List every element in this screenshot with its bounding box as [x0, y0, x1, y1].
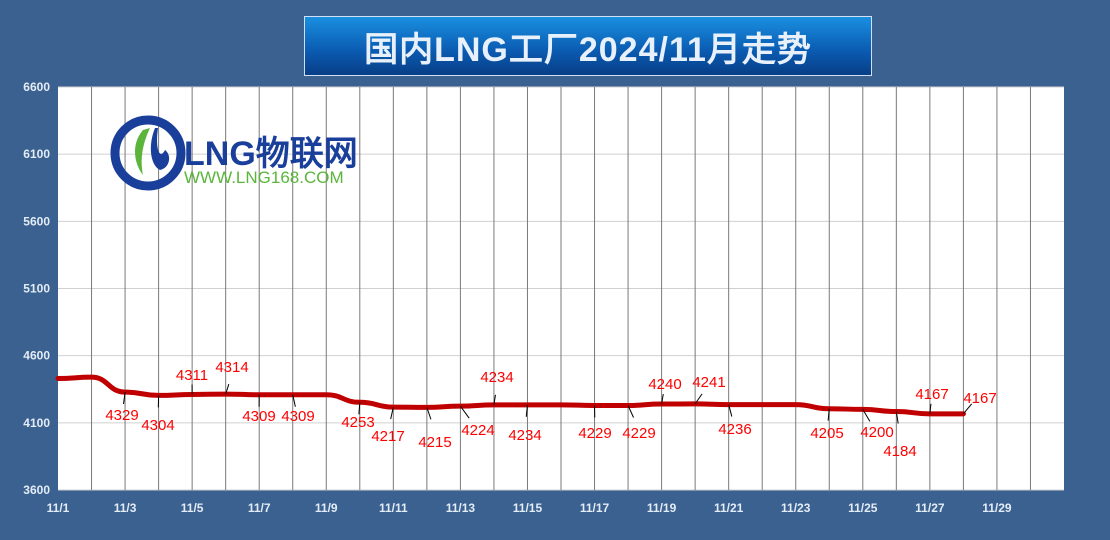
data-label-leader [525, 404, 528, 417]
y-tick-label: 4600 [23, 349, 50, 363]
data-label: 4229 [578, 425, 611, 442]
data-label-leader [827, 408, 830, 421]
data-label-leader [225, 383, 230, 395]
data-label: 4241 [692, 374, 725, 391]
data-label: 4309 [242, 408, 275, 425]
data-label: 4167 [963, 390, 996, 407]
data-point [761, 404, 763, 406]
data-label: 4217 [371, 428, 404, 445]
x-tick-label: 11/21 [714, 501, 744, 515]
logo-brand: LNG物联网 [184, 135, 358, 173]
y-tick-label: 3600 [23, 483, 50, 497]
data-label-leader [459, 405, 470, 419]
x-tick-label: 11/11 [379, 501, 408, 515]
data-label-leader [929, 403, 932, 414]
x-tick-label: 11/29 [982, 501, 1012, 515]
x-tick-label: 11/25 [848, 501, 878, 515]
data-point [57, 378, 59, 380]
data-label-leader [728, 404, 733, 417]
data-label-leader [390, 407, 394, 420]
data-label: 4234 [508, 427, 541, 444]
y-tick-label: 5100 [23, 282, 50, 296]
x-tick-label: 11/23 [781, 501, 811, 515]
data-label-leader [862, 409, 871, 422]
series-line [55, 374, 966, 417]
data-label-leader [292, 394, 296, 407]
data-label: 4215 [418, 434, 451, 451]
data-label: 4314 [215, 359, 248, 376]
logo-url: WWW.LNG168.COM [184, 168, 344, 187]
x-tick-label: 11/7 [248, 501, 271, 515]
data-label: 4236 [718, 421, 751, 438]
data-point [795, 404, 797, 406]
data-label-leader [358, 402, 361, 415]
data-label-leader [895, 411, 899, 424]
x-tick-label: 11/27 [915, 501, 945, 515]
x-tick-label: 11/13 [446, 501, 476, 515]
logo-ring [110, 115, 186, 191]
y-tick-label: 4100 [23, 416, 50, 430]
data-label-leader [694, 393, 703, 405]
data-label-leader [627, 405, 634, 418]
data-point [325, 394, 327, 396]
data-label: 4184 [883, 443, 916, 460]
x-tick-label: 11/15 [513, 501, 543, 515]
y-tick-label: 5600 [23, 214, 50, 228]
x-tick-label: 11/3 [114, 501, 137, 515]
x-tick-label: 11/17 [580, 501, 610, 515]
logo-leaf-icon [135, 128, 150, 175]
x-tick-label: 11/9 [315, 501, 338, 515]
data-label-leader [963, 403, 973, 415]
data-point [91, 376, 93, 378]
x-tick-label: 11/19 [647, 501, 677, 515]
data-label: 4311 [176, 367, 208, 384]
data-label: 4329 [105, 407, 138, 424]
chart-title: 国内LNG工厂2024/11月走势 [364, 30, 812, 69]
data-label-leader [661, 393, 664, 405]
data-label: 4224 [461, 422, 494, 439]
data-label: 4167 [915, 386, 948, 403]
data-label: 4304 [141, 417, 174, 434]
y-tick-label: 6600 [23, 80, 50, 94]
x-tick-label: 11/1 [47, 501, 70, 515]
logo-wave-icon [150, 128, 170, 170]
data-label-leader [426, 407, 432, 420]
data-label: 4309 [281, 408, 314, 425]
chart-title-banner: 国内LNG工厂2024/11月走势 [304, 16, 872, 76]
y-tick-label: 6100 [23, 147, 50, 161]
data-label-leader [123, 392, 126, 405]
x-tick-label: 11/5 [181, 501, 204, 515]
data-label: 4200 [860, 424, 893, 441]
data-label: 4253 [341, 414, 374, 431]
data-label: 4205 [810, 425, 843, 442]
data-label: 4229 [622, 425, 655, 442]
data-label-leader [493, 394, 496, 405]
data-point [560, 404, 562, 406]
data-label: 4234 [480, 369, 513, 386]
lng-logo: LNG物联网 WWW.LNG168.COM [110, 115, 358, 191]
data-label: 4240 [648, 376, 681, 393]
